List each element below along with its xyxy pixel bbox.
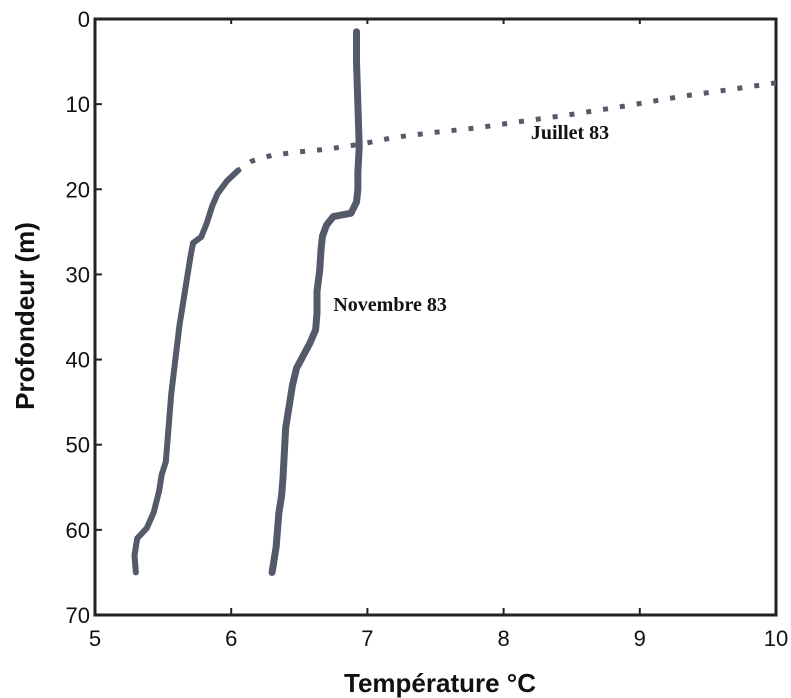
x-tick-label: 7 [361,626,373,651]
annotation-label: Juillet 83 [531,122,609,144]
x-tick-label: 6 [225,626,237,651]
y-tick-label: 30 [66,262,90,287]
x-tick-label: 5 [89,626,101,651]
y-tick-label: 40 [66,348,90,373]
x-tick-label: 8 [497,626,509,651]
x-tick-label: 10 [764,626,788,651]
series-line-juillet-83 [131,167,242,576]
x-tick-label: 9 [634,626,646,651]
y-tick-label: 0 [78,7,90,32]
x-axis-title: Température °C [344,668,536,698]
axes: 5 6 7 8 9 10 0 10 20 30 40 50 60 70 [66,7,789,651]
y-tick-label: 50 [66,433,90,458]
annotation-label: Novembre 83 [333,294,447,316]
y-tick-label: 60 [66,518,90,543]
series-line-juillet-83-dotted [236,80,777,173]
y-tick-label: 20 [66,177,90,202]
y-tick-label: 10 [66,92,90,117]
y-tick-label: 70 [66,603,90,628]
series-layer [131,28,777,576]
plot-frame [93,17,778,617]
series-line-novembre-83 [268,28,363,576]
y-axis-title: Profondeur (m) [10,222,40,410]
annotation-layer: Juillet 83 Novembre 83 [333,122,609,316]
